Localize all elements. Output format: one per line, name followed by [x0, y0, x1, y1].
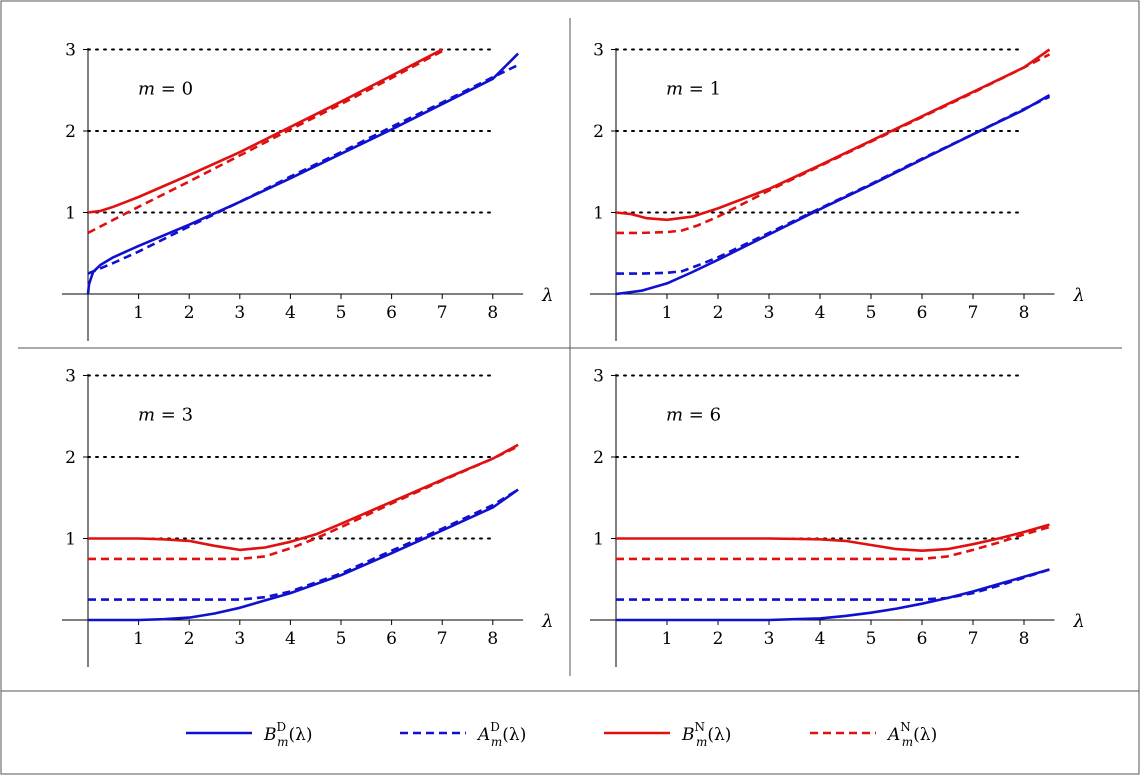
- series-line-A-N: [616, 53, 1051, 235]
- panel-label: m = 0: [138, 78, 193, 99]
- x-tick-label: 2: [184, 303, 195, 323]
- legend-label: BD m(λ): [263, 720, 313, 749]
- panel-m1: 1 2 3 4 5 6 7 8 1 2 3 λ m = 1: [590, 41, 1085, 341]
- panel-m0: 1 2 3 4 5 6 7 8 1 2 3 λ m = 0: [62, 41, 554, 341]
- x-tick-label: 1: [662, 303, 673, 323]
- panel-m3: 1 2 3 4 5 6 7 8 1 2 3 λ m = 3: [62, 367, 554, 667]
- series-line-A-D: [88, 488, 519, 601]
- legend-item: AD m(λ): [400, 720, 526, 749]
- x-tick-label: 5: [866, 303, 877, 323]
- y-tick-label: 2: [593, 122, 604, 142]
- panel-m6: 1 2 3 4 5 6 7 8 1 2 3 λ m = 6: [590, 367, 1085, 667]
- legend-item: BD m(λ): [186, 720, 313, 749]
- x-tick-label: 7: [437, 629, 448, 649]
- x-tick-label: 6: [386, 629, 397, 649]
- x-tick-label: 7: [968, 629, 979, 649]
- series-line-A-D: [87, 63, 519, 275]
- y-tick-label: 1: [65, 204, 76, 224]
- series-line-B-N: [615, 48, 1051, 222]
- x-tick-label: 4: [285, 303, 296, 323]
- x-tick-label: 4: [815, 303, 826, 323]
- legend-label: BN m(λ): [681, 720, 731, 749]
- panel-label: m = 1: [666, 78, 721, 99]
- legend-item: AN m(λ): [810, 720, 937, 749]
- legend-label: AN m(λ): [886, 720, 937, 749]
- panel-label: m = 6: [666, 404, 721, 425]
- x-axis-label: λ: [1073, 611, 1085, 632]
- x-tick-label: 2: [713, 629, 724, 649]
- y-tick-label: 3: [593, 41, 604, 61]
- y-tick-label: 3: [593, 367, 604, 387]
- series-line-B-D: [88, 488, 519, 622]
- panel-label: m = 3: [138, 404, 193, 425]
- x-tick-label: 3: [234, 303, 245, 323]
- x-tick-label: 5: [336, 629, 347, 649]
- x-tick-label: 5: [866, 629, 877, 649]
- x-tick-label: 6: [917, 629, 928, 649]
- y-tick-label: 3: [65, 367, 76, 387]
- x-axis-label: λ: [541, 285, 553, 306]
- series-line-A-N: [88, 445, 519, 561]
- series-line-B-N: [88, 443, 519, 552]
- x-tick-label: 1: [662, 629, 673, 649]
- x-tick-label: 7: [437, 303, 448, 323]
- y-tick-label: 1: [65, 530, 76, 550]
- series-line-B-D: [616, 568, 1050, 622]
- x-axis-label: λ: [1073, 285, 1085, 306]
- x-tick-label: 8: [1019, 629, 1030, 649]
- x-tick-label: 4: [815, 629, 826, 649]
- legend-label: AD m(λ): [476, 720, 526, 749]
- y-tick-label: 2: [65, 122, 76, 142]
- x-tick-label: 6: [386, 303, 397, 323]
- legend-item: BN m(λ): [604, 720, 731, 749]
- y-tick-label: 3: [65, 41, 76, 61]
- x-tick-label: 8: [487, 629, 498, 649]
- y-tick-label: 2: [593, 448, 604, 468]
- x-tick-label: 6: [917, 303, 928, 323]
- x-tick-label: 3: [764, 303, 775, 323]
- series-line-B-N: [616, 523, 1050, 552]
- x-tick-label: 1: [133, 629, 144, 649]
- x-tick-label: 3: [234, 629, 245, 649]
- series-line-A-D: [616, 95, 1051, 275]
- x-tick-label: 2: [184, 629, 195, 649]
- series-line-A-N: [616, 525, 1050, 561]
- series-line-B-D: [615, 93, 1051, 296]
- x-axis-label: λ: [541, 611, 553, 632]
- x-tick-label: 4: [285, 629, 296, 649]
- series-line-A-N: [87, 49, 443, 235]
- y-tick-label: 2: [65, 448, 76, 468]
- series-line-B-N: [87, 48, 443, 214]
- x-tick-label: 1: [133, 303, 144, 323]
- x-tick-label: 7: [968, 303, 979, 323]
- x-tick-label: 8: [1019, 303, 1030, 323]
- x-tick-label: 3: [764, 629, 775, 649]
- x-tick-label: 5: [336, 303, 347, 323]
- x-tick-label: 2: [713, 303, 724, 323]
- y-tick-label: 1: [593, 204, 604, 224]
- y-tick-label: 1: [593, 530, 604, 550]
- series-line-A-D: [616, 568, 1050, 601]
- legend: BD m(λ) AD m(λ) BN m(λ) AN m(λ): [186, 720, 937, 749]
- x-tick-label: 8: [487, 303, 498, 323]
